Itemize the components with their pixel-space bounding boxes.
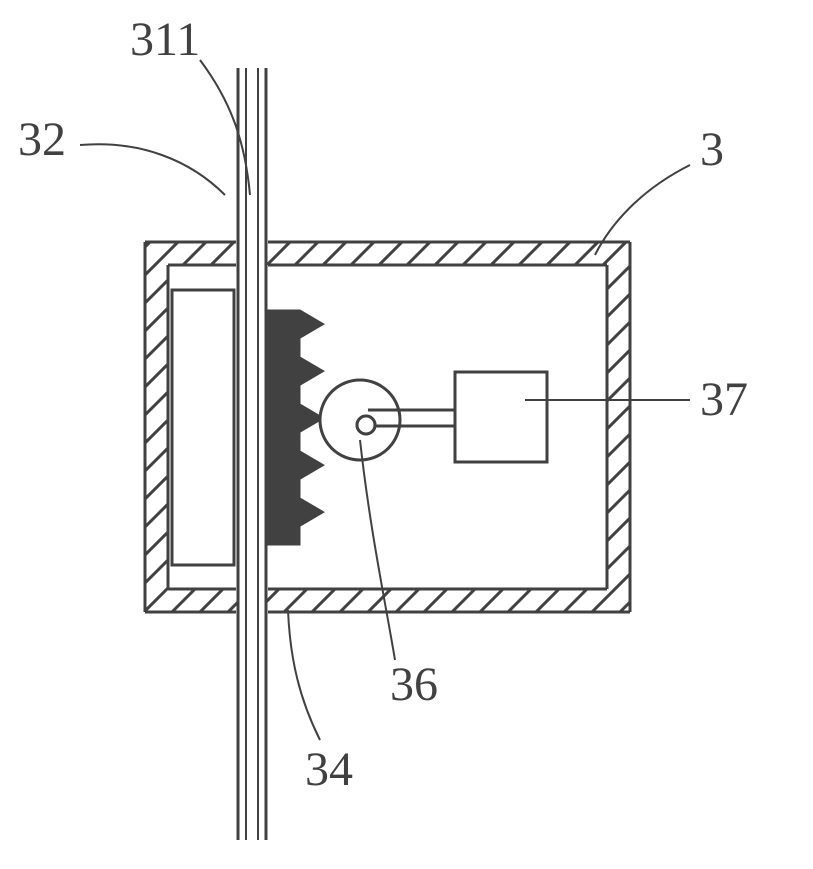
label-3: 3 <box>700 123 724 176</box>
label-311: 311 <box>130 13 200 66</box>
label-37: 37 <box>700 373 748 426</box>
label-36: 36 <box>390 658 438 711</box>
label-34: 34 <box>305 743 353 796</box>
label-32: 32 <box>18 113 66 166</box>
